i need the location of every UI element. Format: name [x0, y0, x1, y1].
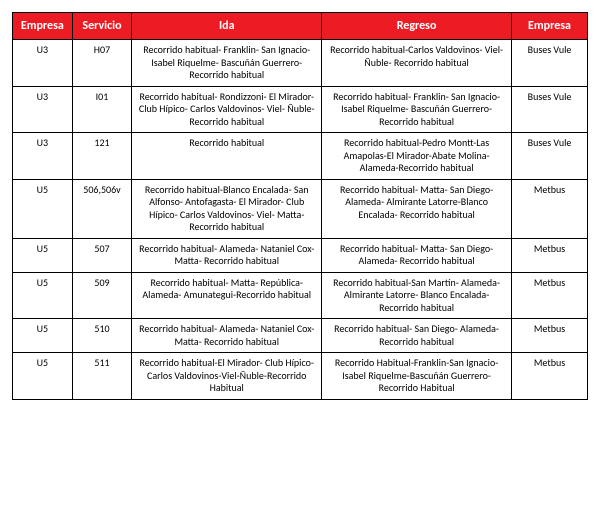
cell-empresa1: U5 [13, 319, 73, 353]
header-ida: Ida [132, 13, 322, 40]
cell-ida: Recorrido habitual- Matta- República- Al… [132, 272, 322, 319]
cell-empresa2: Buses Vule [512, 86, 588, 133]
table-row: U5507Recorrido habitual- Alameda- Natani… [13, 238, 588, 272]
cell-servicio: I01 [72, 86, 132, 133]
table-row: U5510Recorrido habitual- Alameda- Natani… [13, 319, 588, 353]
cell-empresa1: U5 [13, 179, 73, 238]
cell-empresa1: U3 [13, 40, 73, 87]
cell-empresa2: Metbus [512, 353, 588, 400]
cell-regreso: Recorrido habitual- San Diego- Alameda- … [322, 319, 512, 353]
table-row: U5511Recorrido habitual-El Mirador- Club… [13, 353, 588, 400]
header-empresa2: Empresa [512, 13, 588, 40]
cell-ida: Recorrido habitual-El Mirador- Club Hípi… [132, 353, 322, 400]
cell-servicio: 121 [72, 133, 132, 180]
table-row: U3121Recorrido habitualRecorrido habitua… [13, 133, 588, 180]
table-row: U5506,506vRecorrido habitual-Blanco Enca… [13, 179, 588, 238]
cell-empresa2: Buses Vule [512, 40, 588, 87]
cell-empresa1: U5 [13, 353, 73, 400]
cell-ida: Recorrido habitual- Franklin- San Ignaci… [132, 40, 322, 87]
cell-servicio: 510 [72, 319, 132, 353]
cell-empresa2: Metbus [512, 319, 588, 353]
cell-regreso: Recorrido habitual-Carlos Valdovinos- Vi… [322, 40, 512, 87]
cell-empresa1: U3 [13, 133, 73, 180]
cell-ida: Recorrido habitual- Alameda- Nataniel Co… [132, 319, 322, 353]
table-row: U5509Recorrido habitual- Matta- Repúblic… [13, 272, 588, 319]
cell-regreso: Recorrido habitual- Franklin- San Ignaci… [322, 86, 512, 133]
cell-empresa1: U5 [13, 272, 73, 319]
cell-servicio: 509 [72, 272, 132, 319]
cell-regreso: Recorrido habitual- Matta- San Diego- Al… [322, 238, 512, 272]
table-body: U3H07Recorrido habitual- Franklin- San I… [13, 40, 588, 400]
cell-empresa2: Metbus [512, 179, 588, 238]
bus-routes-table: Empresa Servicio Ida Regreso Empresa U3H… [12, 12, 588, 400]
header-row: Empresa Servicio Ida Regreso Empresa [13, 13, 588, 40]
cell-empresa1: U3 [13, 86, 73, 133]
header-empresa1: Empresa [13, 13, 73, 40]
header-regreso: Regreso [322, 13, 512, 40]
cell-regreso: Recorrido habitual-San Martín- Alameda- … [322, 272, 512, 319]
cell-servicio: 511 [72, 353, 132, 400]
cell-regreso: Recorrido habitual- Matta- San Diego- Al… [322, 179, 512, 238]
cell-servicio: 507 [72, 238, 132, 272]
cell-empresa2: Buses Vule [512, 133, 588, 180]
header-servicio: Servicio [72, 13, 132, 40]
table-row: U3H07Recorrido habitual- Franklin- San I… [13, 40, 588, 87]
cell-ida: Recorrido habitual [132, 133, 322, 180]
cell-ida: Recorrido habitual- Alameda- Nataniel Co… [132, 238, 322, 272]
cell-regreso: Recorrido Habitual-Franklin-San Ignacio-… [322, 353, 512, 400]
table-row: U3I01Recorrido habitual- Rondizzoni- El … [13, 86, 588, 133]
cell-empresa2: Metbus [512, 238, 588, 272]
cell-empresa2: Metbus [512, 272, 588, 319]
cell-servicio: H07 [72, 40, 132, 87]
cell-servicio: 506,506v [72, 179, 132, 238]
cell-ida: Recorrido habitual- Rondizzoni- El Mirad… [132, 86, 322, 133]
cell-ida: Recorrido habitual-Blanco Encalada- San … [132, 179, 322, 238]
cell-empresa1: U5 [13, 238, 73, 272]
cell-regreso: Recorrido habitual-Pedro Montt-Las Amapo… [322, 133, 512, 180]
